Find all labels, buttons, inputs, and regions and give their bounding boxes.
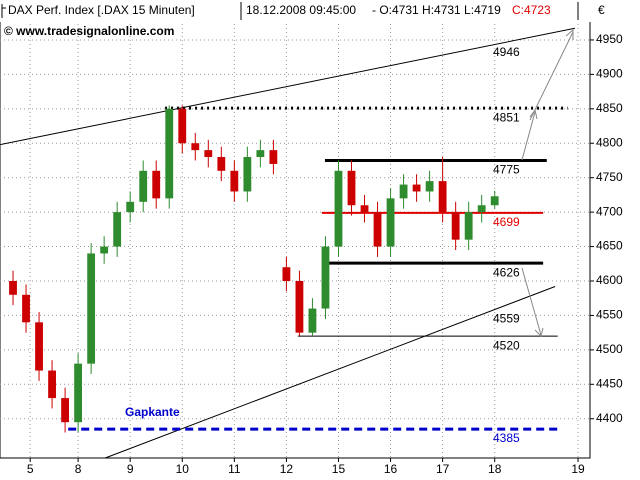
arrow (529, 31, 574, 121)
candle-body (243, 157, 252, 192)
candle-body (152, 170, 161, 199)
candle-body (74, 363, 83, 423)
candle-body (334, 170, 343, 247)
level-label: 4559 (493, 311, 520, 325)
level-label: 4851 (493, 110, 520, 124)
header-ohlc: - O:4731 H:4731 L:4719 (372, 3, 501, 17)
candle-body (269, 150, 278, 164)
candle-body (295, 280, 304, 333)
y-tick-label: 4950 (596, 32, 623, 46)
candle-body (139, 170, 148, 202)
x-tick-label: 15 (332, 462, 346, 476)
candle-body (282, 267, 291, 281)
currency: € (598, 3, 605, 17)
candle-body (191, 143, 200, 151)
candle-body (61, 398, 69, 423)
y-tick-label: 4550 (596, 308, 623, 322)
arrows (521, 28, 574, 337)
y-tick-label: 4800 (596, 135, 623, 149)
y-tick-label: 4500 (596, 342, 623, 356)
y-tick-label: 4900 (596, 67, 623, 81)
header-bg (0, 0, 640, 22)
x-tick-label: 9 (127, 462, 134, 476)
arrow-head (534, 327, 544, 337)
candle-body (464, 212, 473, 240)
candle-body (347, 170, 356, 206)
candle-body (477, 205, 486, 213)
y-tick-label: 4700 (596, 204, 623, 218)
candle-body (230, 170, 239, 192)
candle-body (217, 157, 226, 171)
candle-body (256, 150, 265, 158)
arrow-head (565, 28, 574, 40)
x-tick-label: 19 (571, 462, 585, 476)
x-tick-label: 18 (488, 462, 502, 476)
level-label: 4699 (493, 215, 520, 229)
level-label: 4946 (493, 45, 520, 59)
header-close: C:4723 (512, 3, 551, 17)
candle-body (204, 150, 213, 158)
x-tick-label: 12 (280, 462, 294, 476)
candle-body (9, 280, 17, 295)
x-tick-label: 5 (27, 462, 34, 476)
candle-body (438, 181, 447, 213)
annotation-labels: 4946 4851 4775 4699 4626 4559 4520 4385 Gapkante (125, 45, 520, 445)
candle-body (126, 201, 135, 213)
x-tick-label: 8 (75, 462, 82, 476)
candle-body (360, 205, 369, 213)
y-tick-label: 4850 (596, 101, 623, 115)
candle-body (490, 196, 499, 206)
level-label: 4775 (493, 163, 520, 177)
candles (9, 105, 499, 433)
candle-body (386, 198, 395, 247)
candle-body (373, 212, 382, 247)
candle-body (399, 184, 408, 199)
arrow-head (529, 108, 538, 120)
y-tick-label: 4400 (596, 411, 623, 425)
candle-body (165, 108, 174, 199)
gap-label: Gapkante (125, 405, 180, 419)
candle-body (48, 370, 56, 399)
x-tick-label: 17 (436, 462, 450, 476)
plot-frame (0, 0, 591, 459)
candle-body (451, 212, 460, 240)
y-tick-label: 4600 (596, 273, 623, 287)
candle-body (22, 294, 30, 323)
header-datetime: 18.12.2008 09:45:00 (246, 3, 356, 17)
x-tick-label: 16 (384, 462, 398, 476)
x-tick-label: 11 (228, 462, 241, 476)
trendline (0, 27, 575, 146)
level-label: 4626 (493, 265, 520, 279)
annotation-lines (0, 27, 575, 459)
level-label: 4520 (493, 338, 520, 352)
header: DAX Perf. Index [.DAX 15 Minuten] 18.12.… (0, 0, 640, 38)
candle-body (308, 308, 317, 333)
x-tick-label: 10 (176, 462, 190, 476)
candle-body (412, 184, 421, 192)
candle-body (178, 108, 187, 144)
candle-body (321, 246, 330, 309)
candle-body (35, 322, 43, 371)
arrow (521, 267, 542, 336)
level-label: 4385 (493, 431, 520, 445)
candle-body (113, 212, 122, 247)
y-tick-label: 4650 (596, 239, 623, 253)
candle-body (100, 246, 109, 254)
header-name: DAX Perf. Index [.DAX 15 Minuten] (8, 3, 195, 17)
watermark: © www.tradesignalonline.com (4, 24, 174, 38)
candle-body (425, 181, 434, 192)
arrow (521, 111, 536, 161)
y-tick-label: 4450 (596, 376, 623, 390)
candle-body (87, 253, 96, 364)
y-tick-label: 4750 (596, 170, 623, 184)
